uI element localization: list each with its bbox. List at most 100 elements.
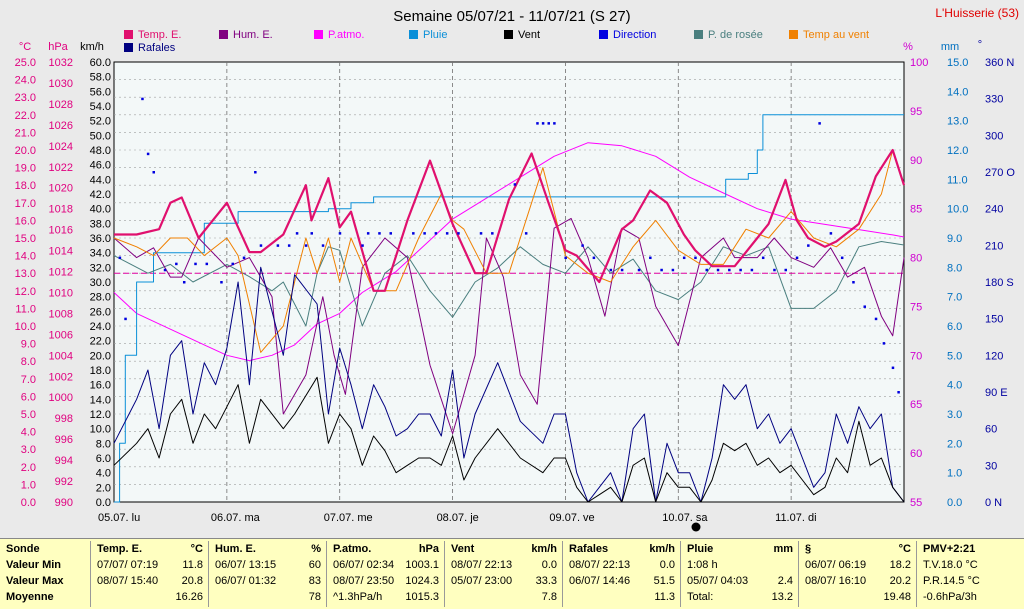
pressure-tick-label: 998 [55, 413, 73, 425]
direction-tick-label: 240 [985, 204, 1003, 216]
direction-point [304, 244, 308, 247]
stats-cell-label: 06/07/ 14:46 [569, 575, 631, 587]
temp-tick-label: 0.0 [21, 497, 36, 509]
temp-tick-label: 4.0 [21, 427, 36, 439]
stats-column: Hum. E.% 06/07/ 13:15 60 06/07/ 01:32 83 78 [208, 541, 327, 607]
legend-swatch [789, 30, 798, 39]
pressure-tick-label: 1002 [49, 371, 73, 383]
direction-point [513, 183, 517, 186]
chart-title: Semaine 05/07/21 - 11/07/21 (S 27) [393, 8, 630, 25]
direction-tick-label: 60 [985, 424, 997, 436]
direction-point [739, 268, 742, 272]
rain-tick-label: 5.0 [947, 350, 962, 362]
legend-label: Temp. E. [138, 29, 181, 41]
pressure-tick-label: 1012 [49, 267, 73, 279]
stats-cell-label: 06/07/ 01:32 [215, 575, 277, 587]
temp-tick-label: 15.0 [15, 233, 36, 245]
stats-cell-label: 05/07/ 23:00 [451, 575, 513, 587]
stats-cell-value: 0.0 [541, 559, 557, 571]
direction-point [389, 232, 392, 235]
x-tick-label: 11.07. di [775, 512, 816, 524]
direction-point [807, 244, 810, 247]
stats-column: Pluie mm 1:08 h 05/07/ 04:03 2.4 Total: 13.2 [680, 541, 799, 607]
pressure-tick-label: 1010 [49, 287, 73, 299]
legend-swatch [124, 30, 133, 39]
direction-point [182, 281, 186, 284]
pressure-tick-label: 1030 [49, 78, 73, 90]
left-axes: °C hPa km/h 0.0 1.0 2.0 3.0 4.0 5.0 6.0 7.0 8.0 9.0 1… [15, 41, 111, 509]
direction-point [609, 268, 613, 272]
legend-label: Pluie [423, 29, 447, 41]
direction-point [338, 232, 342, 235]
direction-point [840, 256, 844, 260]
series-line-rafales [113, 266, 905, 503]
stats-cell-value: 11.3 [654, 591, 675, 603]
direction-tick-label: 150 [985, 314, 1003, 326]
speed-tick-label: 10.0 [90, 424, 111, 436]
stats-cell-label: 07/07/ 07:19 [97, 559, 159, 571]
stats-cell-value: 33.3 [535, 575, 557, 587]
pressure-tick-label: 1000 [49, 392, 73, 404]
stats-cell-value: 20.2 [889, 575, 911, 587]
speed-tick-label: 8.0 [96, 438, 111, 450]
rain-tick-label: 12.0 [947, 145, 968, 157]
humidity-tick-label: 70 [910, 350, 922, 362]
direction-point [412, 232, 415, 235]
series-layer [113, 97, 906, 503]
pressure-axis-unit: hPa [48, 41, 68, 53]
direction-point [882, 342, 886, 345]
speed-tick-label: 54.0 [90, 101, 111, 113]
stats-panel: Sonde Valeur Min Valeur Max Moyenne Temp. E.… [0, 538, 1024, 609]
pressure-tick-label: 990 [55, 497, 73, 509]
legend-swatch [314, 30, 323, 39]
x-tick-label: 08.07. je [437, 512, 479, 524]
stats-cell-label: P.R.14.5 °C [923, 575, 980, 587]
speed-tick-label: 18.0 [90, 365, 111, 377]
temp-tick-label: 7.0 [21, 374, 36, 386]
stats-cell-label: T.V.18.0 °C [923, 559, 978, 571]
stats-cell-label: 08/07/ 22:13 [451, 559, 513, 571]
temp-tick-label: 12.0 [15, 286, 36, 298]
legend-swatch [694, 30, 703, 39]
series-line-temp-au-vent [113, 149, 905, 353]
stats-cell-label: Valeur Min [6, 559, 62, 571]
direction-point [671, 268, 675, 272]
direction-point [445, 232, 449, 235]
rain-tick-label: 6.0 [947, 321, 962, 333]
stats-cell-value: 7.8 [541, 591, 557, 603]
pressure-tick-label: 992 [55, 476, 73, 488]
stats-cell-label: 05/07/ 04:03 [687, 575, 749, 587]
stats-cell-value: 83 [308, 575, 321, 587]
direction-point [259, 244, 263, 247]
stats-cell-label: Hum. E. [215, 543, 256, 555]
temp-tick-label: 8.0 [21, 356, 36, 368]
direction-tick-label: 300 [985, 130, 1003, 142]
stats-cell-value: 20.8 [181, 575, 203, 587]
rain-axis-unit: mm [941, 41, 959, 53]
moon-phase-icon [691, 522, 701, 532]
legend-label: P. de rosée [708, 29, 763, 41]
speed-tick-label: 12.0 [90, 409, 111, 421]
stats-cell-value: 16.26 [175, 591, 203, 603]
direction-tick-label: 360 N [985, 57, 1014, 69]
direction-point [784, 268, 787, 272]
stats-cell-label: Pluie [687, 543, 714, 555]
direction-point [276, 244, 280, 247]
direction-tick-label: 120 [985, 350, 1003, 362]
rain-tick-label: 0.0 [947, 497, 962, 509]
stats-cell-value: 1024.3 [405, 575, 439, 587]
x-tick-label: 10.07. sa [662, 512, 708, 524]
stats-cell-value: km/h [649, 543, 675, 555]
stats-column: Sonde Valeur Min Valeur Max Moyenne [0, 541, 90, 607]
direction-point [321, 244, 325, 247]
direction-point [818, 122, 821, 125]
plot-area [113, 61, 905, 503]
temp-tick-label: 2.0 [21, 462, 36, 474]
temp-tick-label: 1.0 [21, 479, 36, 491]
legend-label: Rafales [138, 42, 176, 54]
stats-cell-label: Rafales [569, 543, 609, 555]
direction-point [118, 256, 122, 260]
direction-point [564, 256, 567, 260]
legend: Temp. E. Hum. E. P.atmo. Pluie Vent Direction… [124, 29, 869, 54]
grid-lines [114, 62, 904, 502]
